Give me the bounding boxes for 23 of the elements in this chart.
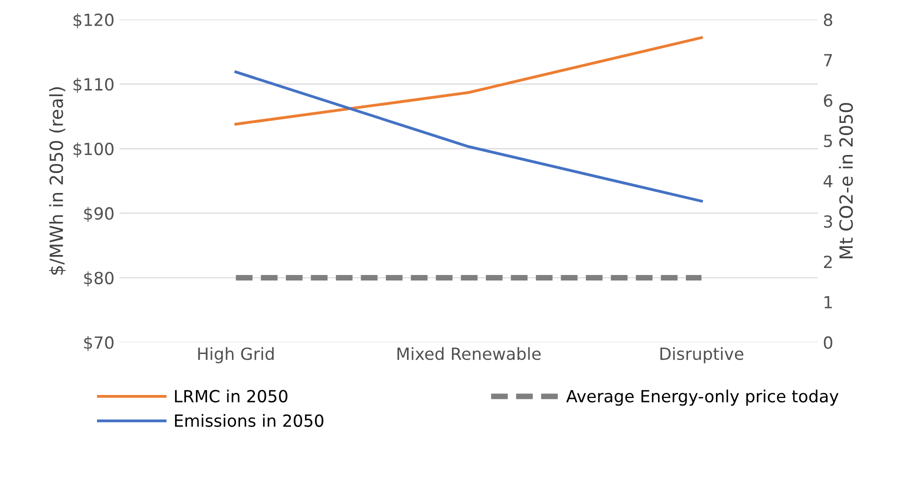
y2-tick-label: 5 [824,134,832,148]
y2-tick-label: 8 [824,14,832,26]
y-tick-label: $110 [74,78,114,93]
x-tick-label: High Grid [198,347,274,364]
y-axis-title: $/MWh in 2050 (real) [49,87,66,275]
y2-tick-label: 3 [824,215,832,228]
legend-label: Emissions in 2050 [175,414,324,427]
y-tick-label: $80 [84,271,114,287]
y-tick-label: $70 [84,336,114,352]
legend-label: LRMC in 2050 [175,390,288,402]
x-tick-label: Mixed Renewable [397,347,541,360]
y2-axis-title: Mt CO2-e in 2050 [838,103,853,258]
y-tick-label: $100 [74,142,114,158]
y2-tick-label: 6 [824,94,832,107]
legend-label: Average Energy-only price today [566,390,838,406]
x-tick-label: Disruptive [660,347,744,364]
y-tick-label: $90 [84,206,114,222]
y2-tick-label: 0 [824,336,832,349]
y2-tick-label: 4 [824,175,832,188]
y-tick-label: $120 [74,13,114,28]
y2-tick-label: 1 [824,296,832,308]
y2-tick-label: 7 [824,54,832,66]
y2-tick-label: 2 [824,256,832,268]
